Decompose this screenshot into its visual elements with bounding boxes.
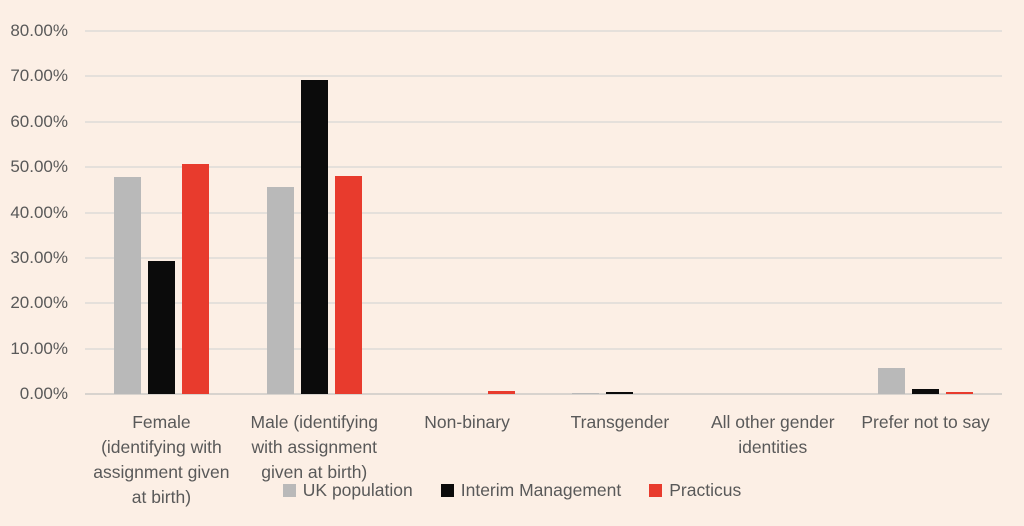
gridline [85,30,1002,32]
category-label: All other gender identities [710,412,835,457]
legend-swatch-uk-population [282,484,296,497]
legend-item-practicus: Practicus [649,480,741,501]
bar-uk-population [266,186,294,394]
bar-interim-management [912,389,940,394]
category-label: Transgender [570,412,670,432]
gridline [85,347,1002,350]
category-label: Male (identifying with assignment given … [250,412,378,482]
gridline [85,75,1002,78]
y-axis-tick-label: 50.00% [10,157,68,177]
bar-uk-population [878,367,906,394]
bar-practicus [334,176,362,394]
y-axis: 0.00% 10.00% 20.00% 30.00% 40.00% 50.00% 60.00… [0,0,68,526]
plot-area [85,30,1002,395]
y-axis-tick-label: 10.00% [10,338,68,358]
legend-label: Interim Management [460,480,622,500]
y-axis-tick-label: 70.00% [10,66,68,86]
bar-interim-management [606,392,634,394]
bar-uk-population [113,177,141,394]
y-axis-tick-label: 20.00% [10,293,68,313]
legend: UK population Interim Management Practicus [0,480,1024,501]
bar-interim-management [147,260,175,394]
y-axis-tick-label: 60.00% [10,111,68,131]
y-axis-tick-label: 80.00% [10,21,68,40]
legend-swatch-interim-management [440,484,454,497]
category-label: Non-binary [424,412,510,432]
gridline [85,211,1002,214]
category-label: Female (identifying with assignment give… [93,412,230,507]
legend-item-interim-management: Interim Management [440,480,622,501]
gridline [85,120,1002,123]
bar-practicus [181,163,209,394]
gridline [85,302,1002,305]
y-axis-tick-label: 40.00% [10,202,68,222]
gridline [85,256,1002,259]
x-axis-line [85,393,1002,395]
bar-practicus [946,391,974,394]
legend-label: UK population [302,480,413,500]
bar-uk-population [572,393,600,394]
bar-practicus [487,391,515,394]
category-label: Prefer not to say [861,412,990,432]
y-axis-tick-label: 30.00% [10,247,68,267]
legend-swatch-practicus [649,484,663,497]
legend-item-uk-population: UK population [282,480,413,501]
legend-label: Practicus [669,480,742,500]
gridline [85,166,1002,169]
y-axis-tick-label: 0.00% [19,384,68,403]
bar-interim-management [300,80,328,394]
